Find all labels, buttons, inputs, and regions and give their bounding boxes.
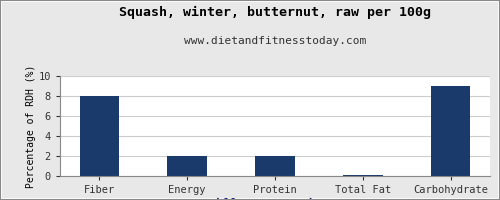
Bar xyxy=(255,156,295,176)
Text: www.dietandfitnesstoday.com: www.dietandfitnesstoday.com xyxy=(184,36,366,46)
Bar xyxy=(168,156,207,176)
Bar xyxy=(80,96,119,176)
Y-axis label: Percentage of RDH (%): Percentage of RDH (%) xyxy=(26,64,36,188)
Bar xyxy=(343,175,382,176)
X-axis label: Different Nutrients: Different Nutrients xyxy=(208,198,342,200)
Bar xyxy=(431,86,470,176)
Text: Squash, winter, butternut, raw per 100g: Squash, winter, butternut, raw per 100g xyxy=(119,6,431,19)
